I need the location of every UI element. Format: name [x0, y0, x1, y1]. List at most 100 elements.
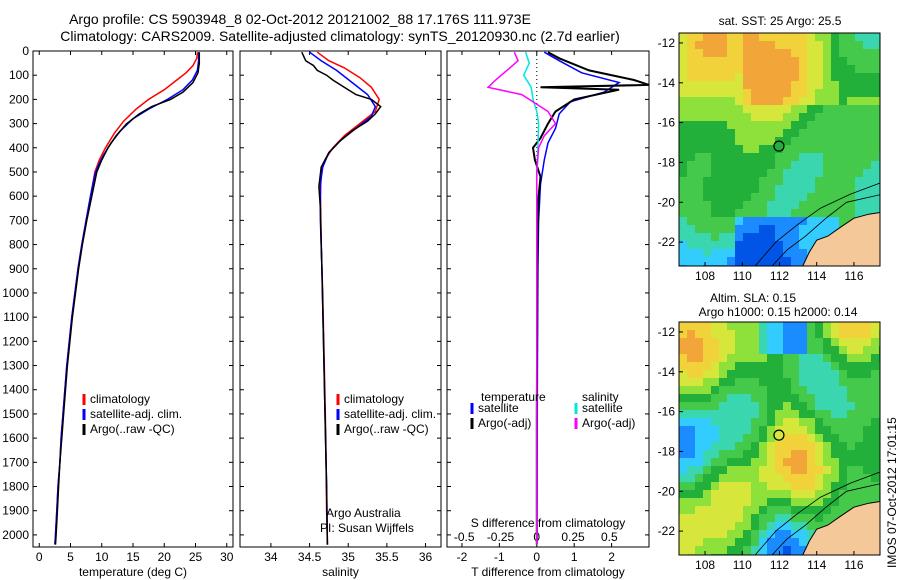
- map-cell: [727, 322, 736, 331]
- x-tick-label: 108: [695, 269, 715, 283]
- map-cell: [783, 65, 792, 74]
- map-cell: [799, 490, 808, 499]
- map-cell: [735, 33, 744, 42]
- map-cell: [799, 41, 808, 50]
- map-cell: [871, 474, 880, 483]
- map-cell: [743, 322, 752, 331]
- map-cell: [863, 322, 872, 331]
- map-cell: [751, 201, 760, 210]
- map-cell: [783, 209, 792, 218]
- map-cell: [711, 506, 720, 515]
- map-cell: [791, 498, 800, 507]
- map-cell: [695, 410, 704, 419]
- map-cell: [751, 370, 760, 379]
- map-cell: [783, 538, 792, 547]
- map-cell: [743, 201, 752, 210]
- map-cell: [815, 105, 824, 114]
- map-cell: [831, 153, 840, 162]
- map-cell: [711, 41, 720, 50]
- map-cell: [679, 97, 688, 106]
- map-cell: [759, 418, 768, 427]
- map-cell: [831, 466, 840, 475]
- map-cell: [855, 410, 864, 419]
- map-cell: [863, 346, 872, 355]
- map-cell: [679, 65, 688, 74]
- map-cell: [703, 233, 712, 242]
- map-cell: [863, 57, 872, 66]
- map-cell: [719, 394, 728, 403]
- map-cell: [863, 121, 872, 130]
- map-cell: [735, 466, 744, 475]
- map-cell: [695, 33, 704, 42]
- map-cell: [791, 410, 800, 419]
- map-cell: [839, 217, 848, 226]
- map-cell: [727, 474, 736, 483]
- map-cell: [719, 442, 728, 451]
- map-cell: [711, 201, 720, 210]
- map-cell: [847, 394, 856, 403]
- map-cell: [735, 522, 744, 531]
- map-cell: [759, 394, 768, 403]
- map-cell: [703, 41, 712, 50]
- y-tick-label: 1200: [2, 334, 29, 348]
- map-cell: [695, 161, 704, 170]
- map-cell: [695, 169, 704, 178]
- map-cell: [679, 410, 688, 419]
- map-cell: [719, 362, 728, 371]
- map-cell: [751, 33, 760, 42]
- map-cell: [743, 225, 752, 234]
- map-cell: [815, 193, 824, 202]
- map-cell: [751, 450, 760, 459]
- map-cell: [791, 466, 800, 475]
- map-cell: [807, 161, 816, 170]
- map-cell: [751, 466, 760, 475]
- map-cell: [791, 137, 800, 146]
- map-cell: [695, 442, 704, 451]
- map-cell: [823, 346, 832, 355]
- map-cell: [839, 362, 848, 371]
- map-cell: [687, 426, 696, 435]
- map-cell: [719, 538, 728, 547]
- map-cell: [767, 73, 776, 82]
- map-cell: [767, 209, 776, 218]
- map-cell: [759, 193, 768, 202]
- map-cell: [815, 57, 824, 66]
- map-cell: [783, 434, 792, 443]
- map-cell: [751, 57, 760, 66]
- map-cell: [831, 169, 840, 178]
- map-cell: [807, 49, 816, 58]
- map-cell: [799, 402, 808, 411]
- map-cell: [791, 81, 800, 90]
- map-cell: [791, 386, 800, 395]
- map-cell: [719, 81, 728, 90]
- map-cell: [847, 41, 856, 50]
- map-cell: [807, 322, 816, 331]
- map-cell: [687, 65, 696, 74]
- map-cell: [815, 482, 824, 491]
- map-cell: [783, 169, 792, 178]
- map-cell: [711, 330, 720, 339]
- map-cell: [687, 233, 696, 242]
- plot-frame: [446, 50, 650, 548]
- map-cell: [711, 418, 720, 427]
- map-cell: [767, 362, 776, 371]
- map-cell: [871, 73, 880, 82]
- map-cell: [799, 177, 808, 186]
- map-cell: [847, 474, 856, 483]
- map-cell: [807, 41, 816, 50]
- map-cell: [767, 410, 776, 419]
- map-cell: [863, 153, 872, 162]
- x2-tick-label: 0.5: [601, 530, 618, 544]
- map-cell: [855, 81, 864, 90]
- map-cell: [839, 105, 848, 114]
- map-cell: [687, 402, 696, 411]
- map-cell: [679, 386, 688, 395]
- map-cell: [863, 65, 872, 74]
- map-cell: [759, 129, 768, 138]
- map-cell: [783, 177, 792, 186]
- map-cell: [799, 538, 808, 547]
- map-cell: [863, 498, 872, 507]
- map-cell: [823, 370, 832, 379]
- map-cell: [695, 346, 704, 355]
- map-cell: [783, 514, 792, 523]
